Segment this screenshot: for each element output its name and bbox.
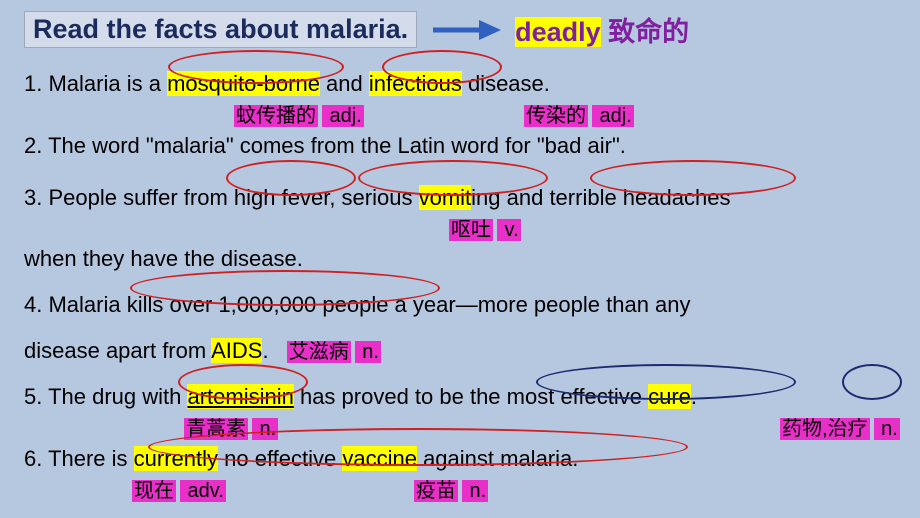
text: 5. The drug with: [24, 384, 187, 409]
text: has proved to be the most effective: [294, 384, 648, 409]
text: when they have the disease.: [24, 246, 303, 271]
text: against malaria.: [417, 446, 578, 471]
hl-artemisinin: artemisinin: [187, 384, 293, 409]
text: disease apart from: [24, 338, 211, 363]
hl-cure: cure: [648, 384, 691, 409]
deadly-word: deadly: [515, 17, 601, 47]
title-row: Read the facts about malaria. deadly 致命的: [24, 10, 896, 49]
content: 1. Malaria is a mosquito-borne and infec…: [24, 61, 896, 483]
text: 2. The word "malaria" comes from the Lat…: [24, 133, 626, 158]
fact-3b: when they have the disease.: [24, 236, 896, 282]
hl-vaccine: vaccine: [342, 446, 417, 471]
anno-currently: 现在 adv.: [132, 470, 226, 512]
hl-mosquito: mosquito-borne: [167, 71, 320, 96]
fact-3: 3. People suffer from high fever, seriou…: [24, 175, 896, 221]
fact-6: 6. There is currently no effective vacci…: [24, 436, 896, 482]
text: 3. People suffer from high fever, seriou…: [24, 185, 419, 210]
text: 1. Malaria is a: [24, 71, 167, 96]
text: ing and terrible headaches: [471, 185, 730, 210]
anno-aids: 艾滋病 n.: [287, 341, 381, 363]
text: disease.: [462, 71, 550, 96]
slide-title: Read the facts about malaria.: [24, 11, 417, 48]
slide: Read the facts about malaria. deadly 致命的…: [0, 0, 920, 518]
text: 6. There is: [24, 446, 134, 471]
text: .: [691, 384, 697, 409]
fact-1: 1. Malaria is a mosquito-borne and infec…: [24, 61, 896, 107]
hl-currently: currently: [134, 446, 218, 471]
hl-infectious: infectious: [369, 71, 462, 96]
arrow-icon: [431, 18, 501, 42]
deadly-label: deadly 致命的: [515, 10, 689, 49]
hl-aids: AIDS: [211, 338, 262, 363]
text: and: [320, 71, 369, 96]
fact-4b: disease apart from AIDS. 艾滋病 n.: [24, 328, 896, 374]
fact-5: 5. The drug with artemisinin has proved …: [24, 374, 896, 420]
fact-4: 4. Malaria kills over 1,000,000 people a…: [24, 282, 896, 328]
text: 4. Malaria kills over 1,000,000 people a…: [24, 292, 691, 317]
deadly-cn: 致命的: [601, 17, 690, 47]
hl-vomit: vomit: [419, 185, 472, 210]
text: no effective: [218, 446, 342, 471]
text: .: [262, 338, 268, 363]
fact-2: 2. The word "malaria" comes from the Lat…: [24, 123, 896, 169]
anno-vaccine: 疫苗 n.: [414, 470, 488, 512]
